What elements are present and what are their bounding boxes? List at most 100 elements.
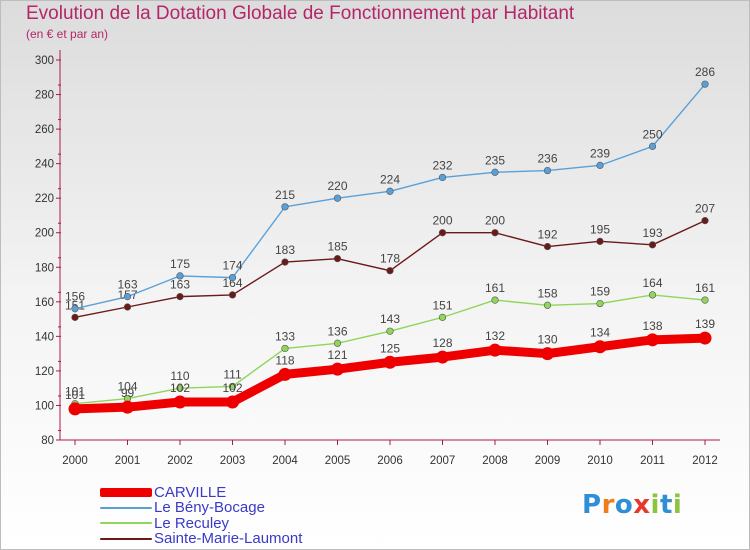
data-point: [121, 400, 134, 414]
data-point: [333, 255, 342, 263]
legend-item: Le Bény-Bocage: [100, 499, 265, 516]
brand-letter: x: [633, 490, 651, 520]
brand-logo: Proxiti: [582, 490, 682, 520]
data-point: [173, 395, 187, 409]
x-tick-label: 2004: [272, 455, 298, 467]
data-label: 232: [432, 158, 452, 172]
data-label: 220: [327, 179, 347, 193]
legend-label: Sainte-Marie-Laumont: [154, 530, 303, 547]
y-tick-label: 300: [35, 55, 54, 67]
y-tick-label: 100: [35, 400, 54, 412]
data-point: [543, 242, 552, 251]
data-point: [701, 296, 709, 304]
data-point: [491, 168, 499, 176]
y-tick-label: 260: [35, 124, 54, 136]
data-label: 224: [380, 172, 400, 186]
legend-item: Le Reculey: [100, 514, 230, 532]
data-point: [436, 350, 449, 364]
data-point: [386, 267, 394, 275]
data-point: [543, 166, 552, 175]
data-label: 110: [170, 369, 189, 383]
data-point: [386, 327, 394, 335]
data-point: [648, 142, 657, 150]
data-label: 192: [537, 228, 557, 242]
y-tick-label: 120: [35, 366, 54, 378]
data-point: [278, 367, 292, 381]
data-point: [648, 291, 657, 299]
legend-item: CARVILLE: [100, 484, 226, 501]
data-point: [176, 293, 184, 301]
brand-letter: r: [601, 490, 615, 520]
data-label: 134: [590, 326, 610, 340]
data-label: 164: [642, 276, 662, 290]
data-point: [228, 382, 237, 391]
data-label: 158: [537, 286, 557, 300]
data-point: [438, 173, 447, 182]
data-label: 132: [485, 329, 505, 343]
legend-swatch: [100, 487, 152, 497]
data-point: [228, 274, 237, 282]
data-point: [281, 344, 289, 353]
data-point: [491, 296, 499, 304]
data-label: 139: [695, 317, 715, 331]
data-label: 102: [222, 381, 242, 395]
data-label: 161: [695, 281, 715, 295]
data-label: 195: [590, 222, 610, 236]
x-tick-label: 2003: [220, 455, 246, 467]
brand-letter: t: [659, 490, 673, 520]
brand-letter: o: [614, 490, 634, 520]
data-label: 200: [432, 214, 452, 228]
legend-label: Le Bény-Bocage: [154, 499, 265, 516]
data-point: [123, 303, 132, 311]
data-point: [333, 194, 342, 202]
y-tick-label: 280: [35, 90, 54, 102]
data-label: 163: [117, 278, 137, 292]
x-tick-label: 2001: [115, 455, 141, 467]
data-point: [281, 258, 289, 266]
data-point: [543, 301, 552, 309]
data-label: 200: [485, 214, 505, 228]
chart-subtitle: (en € et par an): [26, 27, 109, 41]
data-label: 143: [380, 312, 400, 326]
data-label: 104: [117, 380, 137, 394]
x-tick-label: 2002: [167, 455, 193, 467]
y-tick-label: 220: [35, 193, 54, 205]
data-point: [596, 299, 604, 308]
data-point: [701, 80, 709, 88]
data-label: 99: [121, 386, 135, 400]
data-point: [331, 362, 344, 376]
x-tick-label: 2012: [692, 455, 718, 467]
legend-swatch: [100, 522, 152, 524]
data-label: 136: [327, 324, 347, 338]
data-label: 125: [380, 341, 400, 355]
data-point: [593, 340, 607, 354]
data-label: 128: [432, 336, 452, 350]
data-point: [123, 293, 132, 301]
brand-letter: i: [672, 490, 683, 520]
x-tick-label: 2008: [482, 455, 508, 467]
legend-item: Sainte-Marie-Laumont: [100, 530, 303, 547]
data-point: [333, 339, 342, 347]
data-label: 250: [642, 127, 662, 141]
data-point: [541, 347, 554, 361]
x-tick-label: 2010: [587, 455, 613, 467]
chart-title: Evolution de la Dotation Globale de Fonc…: [26, 3, 575, 24]
data-point: [71, 313, 79, 321]
data-label: 164: [222, 276, 242, 290]
data-label: 133: [275, 329, 295, 343]
legend-swatch: [100, 506, 152, 509]
y-tick-label: 200: [35, 228, 54, 240]
legend-label: Le Reculey: [154, 514, 230, 532]
data-label: 102: [170, 381, 190, 395]
data-label: 183: [275, 243, 295, 257]
data-label: 161: [485, 281, 505, 295]
data-point: [176, 272, 184, 280]
legend-swatch: [100, 537, 152, 540]
data-point: [281, 203, 289, 211]
data-point: [176, 384, 184, 392]
y-tick-label: 140: [35, 331, 54, 343]
data-label: 138: [642, 319, 662, 333]
data-point: [648, 241, 657, 249]
data-label: 236: [537, 152, 557, 166]
